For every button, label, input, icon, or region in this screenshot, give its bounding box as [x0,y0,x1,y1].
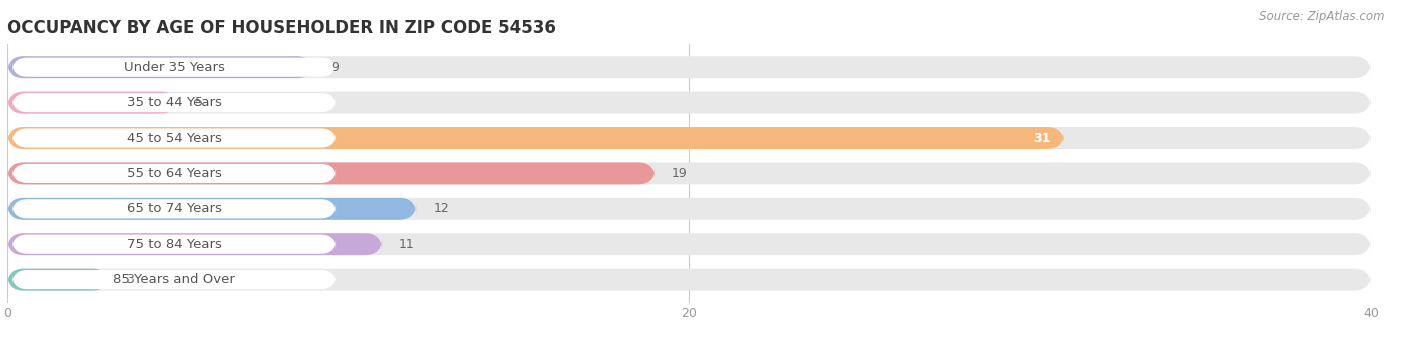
Text: OCCUPANCY BY AGE OF HOUSEHOLDER IN ZIP CODE 54536: OCCUPANCY BY AGE OF HOUSEHOLDER IN ZIP C… [7,19,555,37]
Text: 9: 9 [330,61,339,74]
Text: Under 35 Years: Under 35 Years [124,61,225,74]
FancyBboxPatch shape [7,163,655,184]
FancyBboxPatch shape [13,93,336,112]
FancyBboxPatch shape [13,270,336,289]
Text: 55 to 64 Years: 55 to 64 Years [127,167,222,180]
FancyBboxPatch shape [7,92,1371,114]
Text: 85 Years and Over: 85 Years and Over [112,273,235,286]
FancyBboxPatch shape [7,127,1064,149]
FancyBboxPatch shape [7,233,1371,255]
Text: 5: 5 [194,96,202,109]
FancyBboxPatch shape [7,56,1371,78]
FancyBboxPatch shape [7,233,382,255]
FancyBboxPatch shape [13,129,336,148]
Text: 75 to 84 Years: 75 to 84 Years [127,238,222,251]
FancyBboxPatch shape [7,163,1371,184]
Text: 45 to 54 Years: 45 to 54 Years [127,132,222,144]
Text: 19: 19 [672,167,688,180]
Text: 65 to 74 Years: 65 to 74 Years [127,202,222,215]
FancyBboxPatch shape [7,198,416,220]
FancyBboxPatch shape [7,269,110,291]
FancyBboxPatch shape [7,269,1371,291]
Text: 12: 12 [433,202,449,215]
FancyBboxPatch shape [7,56,314,78]
Text: Source: ZipAtlas.com: Source: ZipAtlas.com [1260,10,1385,23]
FancyBboxPatch shape [7,127,1371,149]
FancyBboxPatch shape [13,164,336,183]
Text: 11: 11 [399,238,415,251]
FancyBboxPatch shape [7,198,1371,220]
FancyBboxPatch shape [7,92,177,114]
Text: 35 to 44 Years: 35 to 44 Years [127,96,222,109]
Text: 3: 3 [127,273,134,286]
FancyBboxPatch shape [13,58,336,77]
Text: 31: 31 [1033,132,1050,144]
FancyBboxPatch shape [13,199,336,218]
FancyBboxPatch shape [13,235,336,254]
